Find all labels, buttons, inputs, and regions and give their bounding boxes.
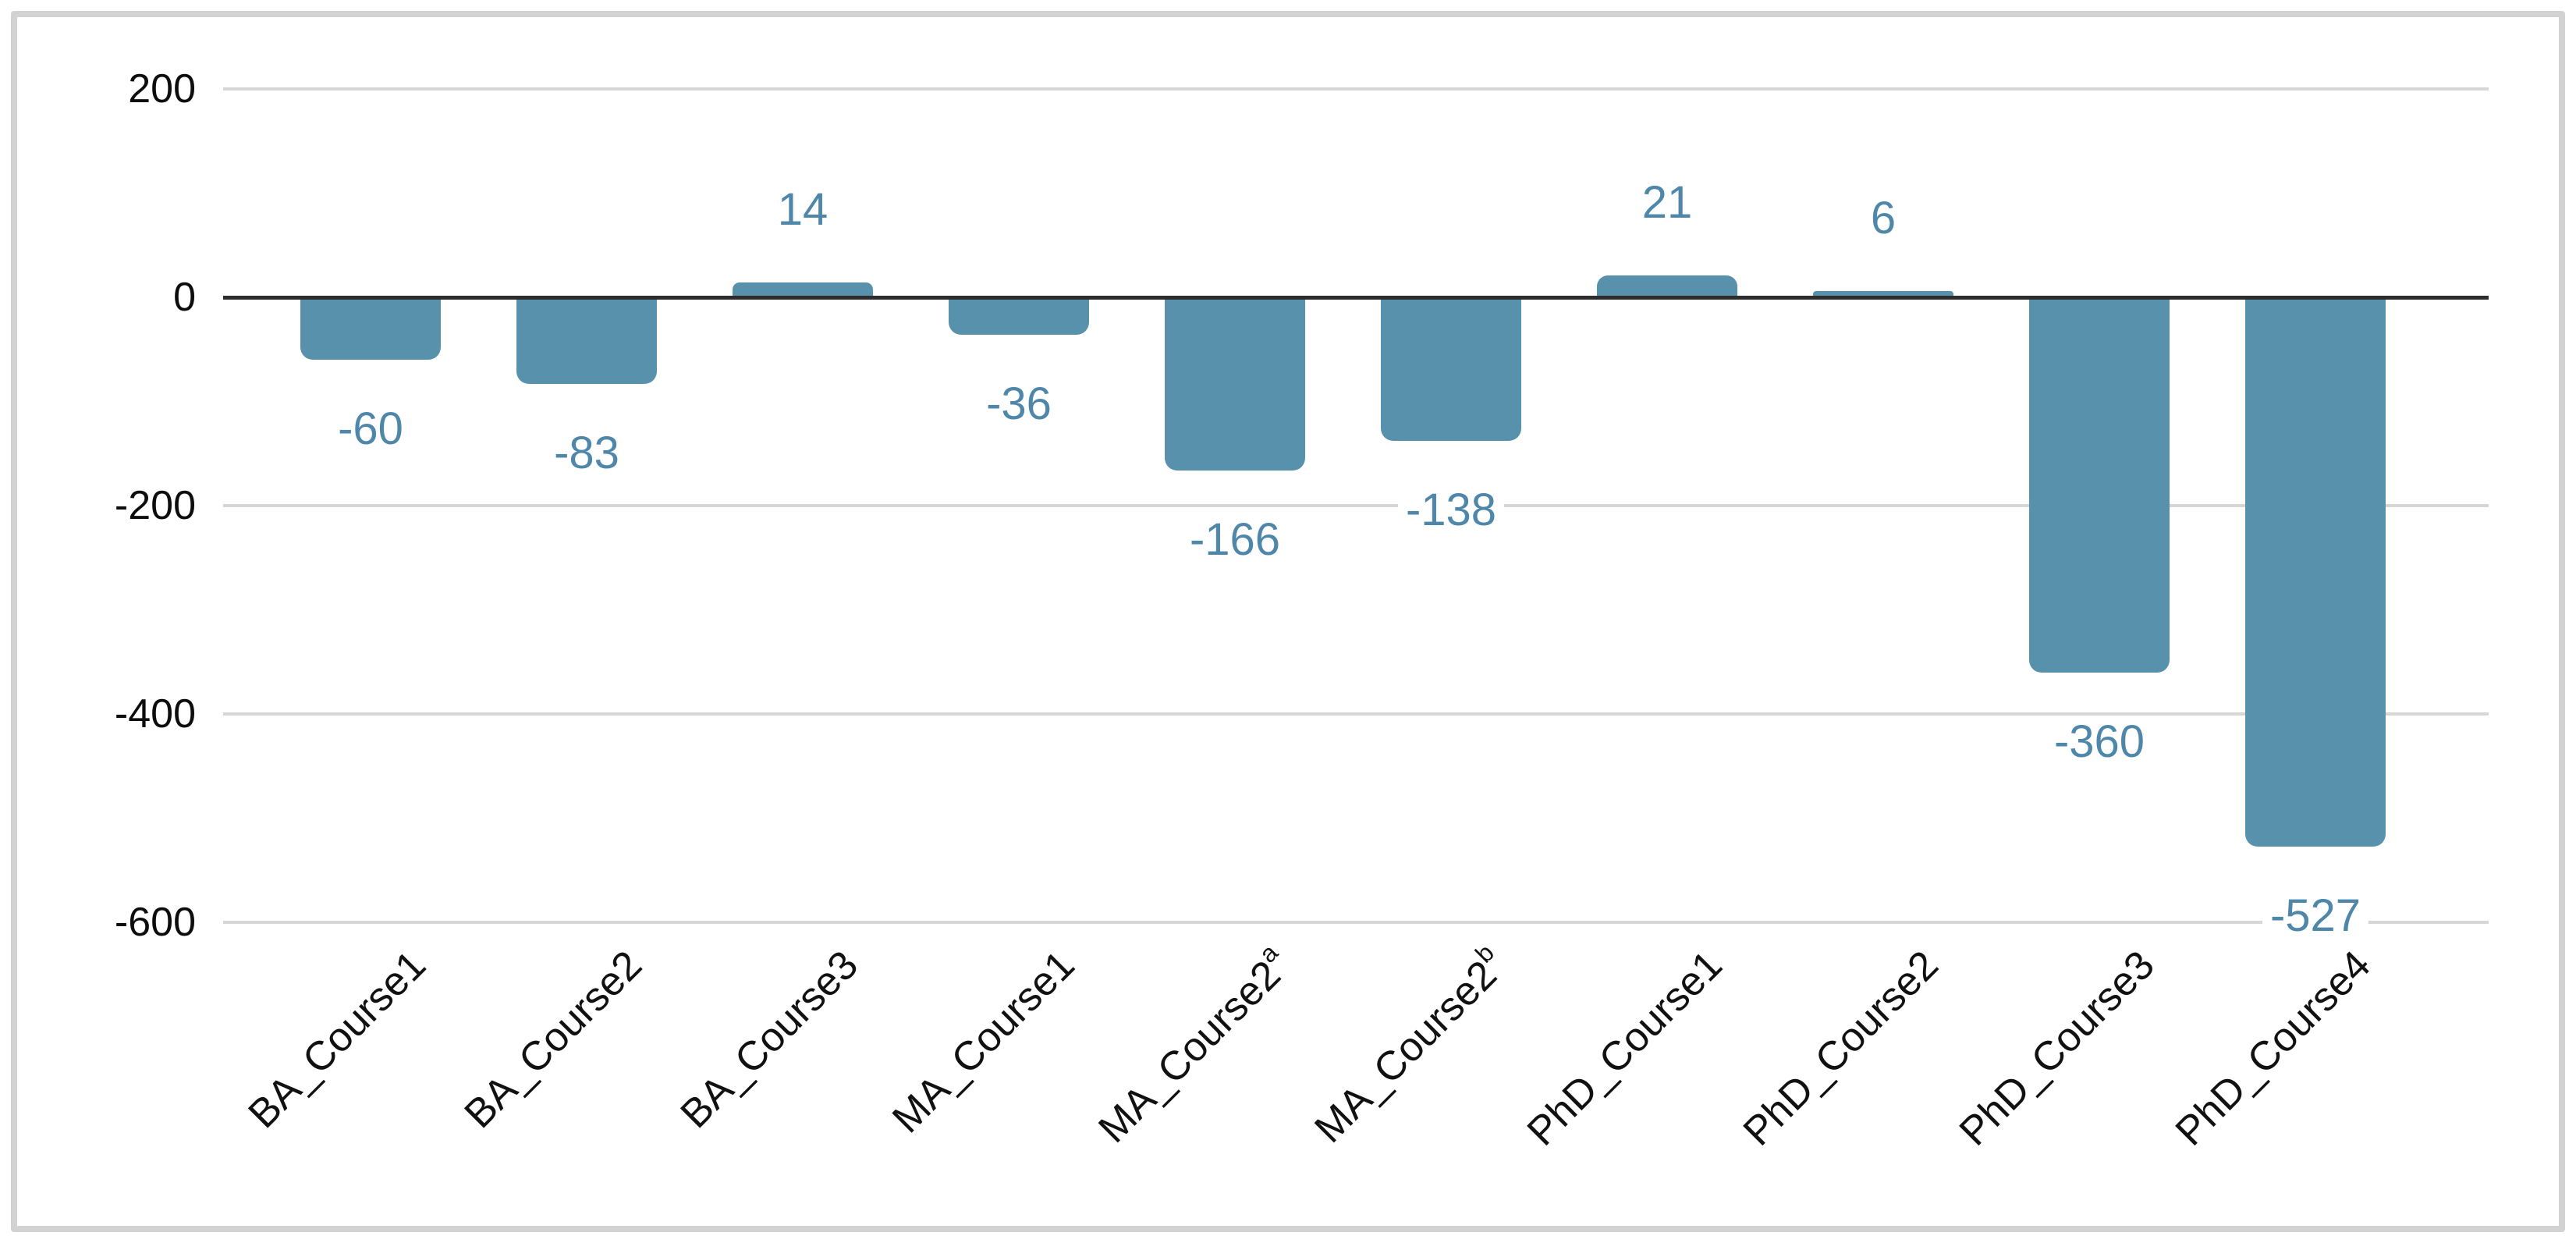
- bar: [1381, 297, 1521, 441]
- bar: [300, 297, 441, 360]
- bar: [2029, 297, 2170, 673]
- bar-data-label: -360: [2046, 718, 2153, 766]
- y-axis-tick-label: -600: [114, 900, 196, 945]
- bar-data-label: 6: [1862, 194, 1904, 243]
- x-axis-tick-label: MA_Course2a: [1090, 938, 1290, 1152]
- x-axis-tick-label: PhD_Course2: [1735, 942, 1948, 1155]
- x-axis-tick-label: BA_Course3: [672, 942, 868, 1138]
- zero-axis-line: [223, 296, 2489, 300]
- y-gridline: [223, 712, 2489, 716]
- y-axis-tick-label: -400: [114, 691, 196, 737]
- x-axis-tick-label: BA_Course2: [456, 942, 651, 1138]
- bar-data-label: -83: [546, 429, 627, 478]
- bar-data-label: 21: [1634, 179, 1701, 227]
- x-axis-tick-label: PhD_Course4: [2167, 942, 2380, 1155]
- x-axis-tick-label: MA_Course2b: [1306, 938, 1506, 1152]
- y-axis-tick-label: -200: [114, 483, 196, 528]
- bar-data-label: -166: [1181, 516, 1289, 564]
- bar-data-label: -527: [2262, 892, 2369, 940]
- y-axis-tick-label: 0: [173, 275, 196, 320]
- tick-label-superscript: b: [1469, 938, 1499, 968]
- y-gridline: [223, 921, 2489, 924]
- x-axis-tick-label: MA_Course1: [883, 942, 1084, 1142]
- x-axis-tick-label: PhD_Course1: [1519, 942, 1732, 1155]
- x-axis-tick-label: BA_Course1: [240, 942, 435, 1138]
- bar: [1597, 275, 1737, 297]
- bar: [2245, 297, 2386, 847]
- bar-data-label: -36: [978, 380, 1059, 428]
- x-axis-tick-label: PhD_Course3: [1951, 942, 2164, 1155]
- bar-data-label: -138: [1397, 486, 1505, 534]
- bar-data-label: -60: [330, 405, 411, 453]
- bar: [733, 282, 873, 297]
- y-axis-tick-label: 200: [128, 66, 196, 112]
- bar: [949, 297, 1089, 335]
- y-gridline: [223, 504, 2489, 507]
- tick-label-superscript: a: [1253, 938, 1283, 968]
- bar: [1165, 297, 1305, 471]
- bar: [516, 297, 657, 384]
- y-gridline: [223, 87, 2489, 91]
- bar-data-label: 14: [769, 186, 836, 234]
- bar: [1813, 291, 1953, 297]
